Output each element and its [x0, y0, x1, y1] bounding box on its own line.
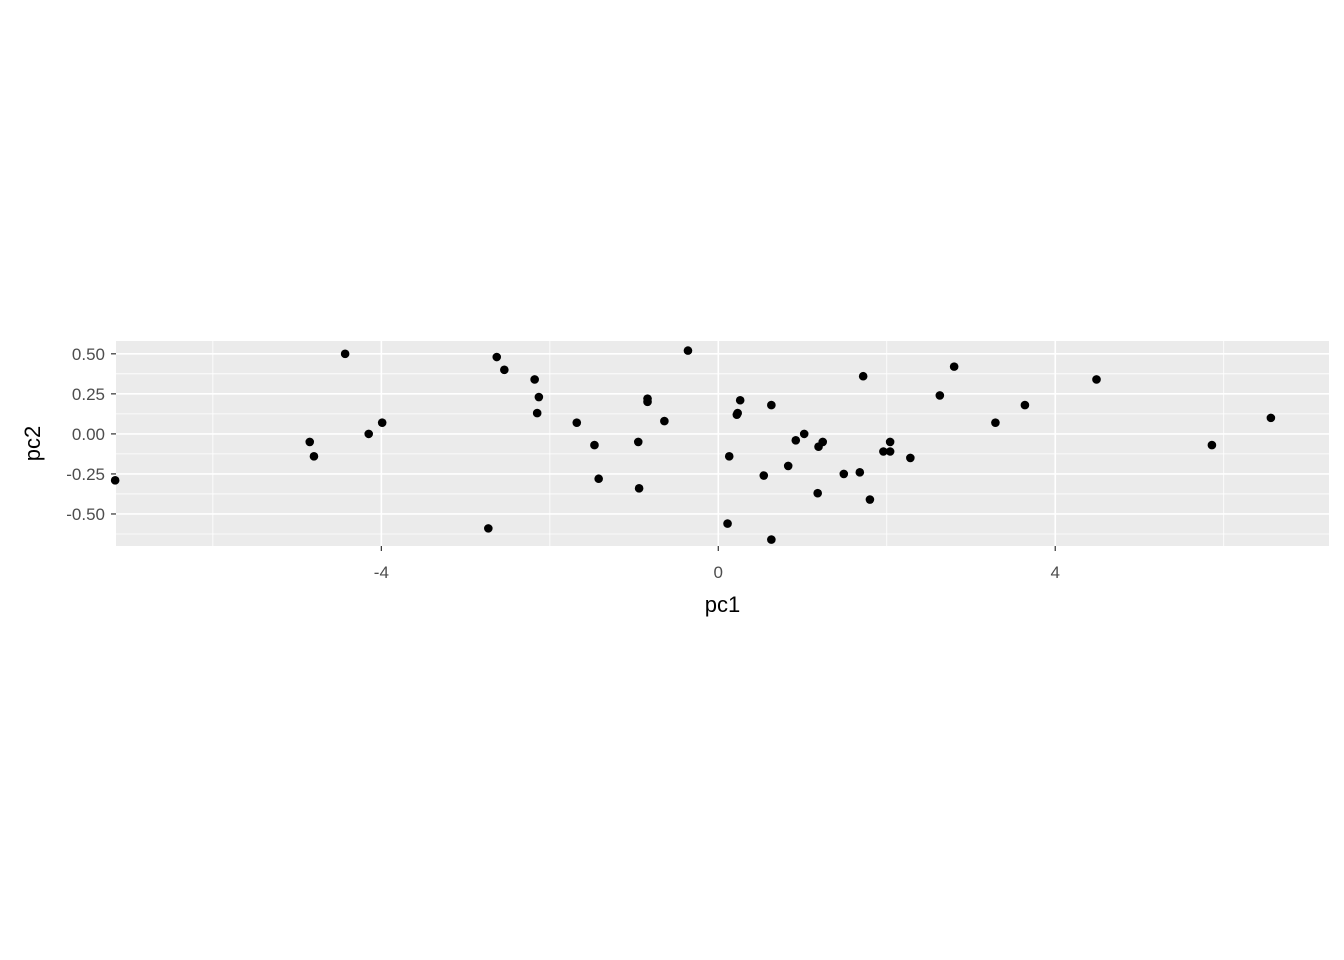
data-point — [1208, 441, 1217, 450]
data-point — [886, 438, 895, 447]
data-point — [725, 452, 734, 461]
data-point — [111, 476, 120, 485]
data-point — [767, 535, 776, 544]
y-axis: -0.50 -0.25 0.00 0.25 0.50 — [66, 345, 116, 524]
plot-panel — [116, 341, 1329, 546]
data-point — [1021, 401, 1030, 410]
data-point — [590, 441, 599, 450]
data-point — [492, 353, 501, 362]
data-point — [991, 418, 1000, 427]
data-point — [535, 393, 544, 402]
data-point — [364, 430, 373, 439]
data-point — [767, 401, 776, 410]
data-point — [733, 409, 742, 418]
data-point — [840, 470, 849, 479]
data-point — [936, 391, 945, 400]
data-point — [635, 484, 644, 493]
data-point — [866, 495, 875, 504]
data-point — [800, 430, 809, 439]
y-tick-label: 0.50 — [72, 345, 105, 364]
data-point — [500, 366, 509, 375]
data-point — [594, 474, 603, 483]
x-axis: -4 0 4 — [374, 546, 1060, 582]
x-axis-title: pc1 — [705, 592, 740, 617]
data-point — [643, 398, 652, 407]
data-point — [310, 452, 319, 461]
y-tick-label: -0.50 — [66, 505, 105, 524]
y-tick-label: 0.00 — [72, 425, 105, 444]
data-point — [736, 396, 745, 405]
data-point — [341, 350, 350, 359]
data-point — [634, 438, 643, 447]
data-point — [856, 468, 865, 477]
data-point — [813, 489, 822, 498]
x-tick-label: -4 — [374, 563, 389, 582]
data-point — [1092, 375, 1101, 384]
y-tick-label: -0.25 — [66, 465, 105, 484]
data-point — [784, 462, 793, 471]
data-point — [484, 524, 493, 533]
data-point — [572, 418, 581, 427]
data-point — [759, 471, 768, 480]
data-point — [906, 454, 915, 463]
data-point — [533, 409, 542, 418]
data-point — [660, 417, 669, 426]
data-point — [305, 438, 314, 447]
x-tick-label: 4 — [1050, 563, 1059, 582]
data-point — [530, 375, 539, 384]
y-tick-label: 0.25 — [72, 385, 105, 404]
data-point — [684, 346, 693, 355]
y-axis-title: pc2 — [20, 426, 45, 461]
data-point — [950, 362, 959, 371]
data-point — [723, 519, 732, 528]
data-point — [1267, 414, 1276, 423]
data-point — [818, 438, 827, 447]
data-point — [859, 372, 868, 381]
x-tick-label: 0 — [714, 563, 723, 582]
data-point — [378, 418, 387, 427]
data-point — [886, 447, 895, 456]
data-point — [791, 436, 800, 445]
